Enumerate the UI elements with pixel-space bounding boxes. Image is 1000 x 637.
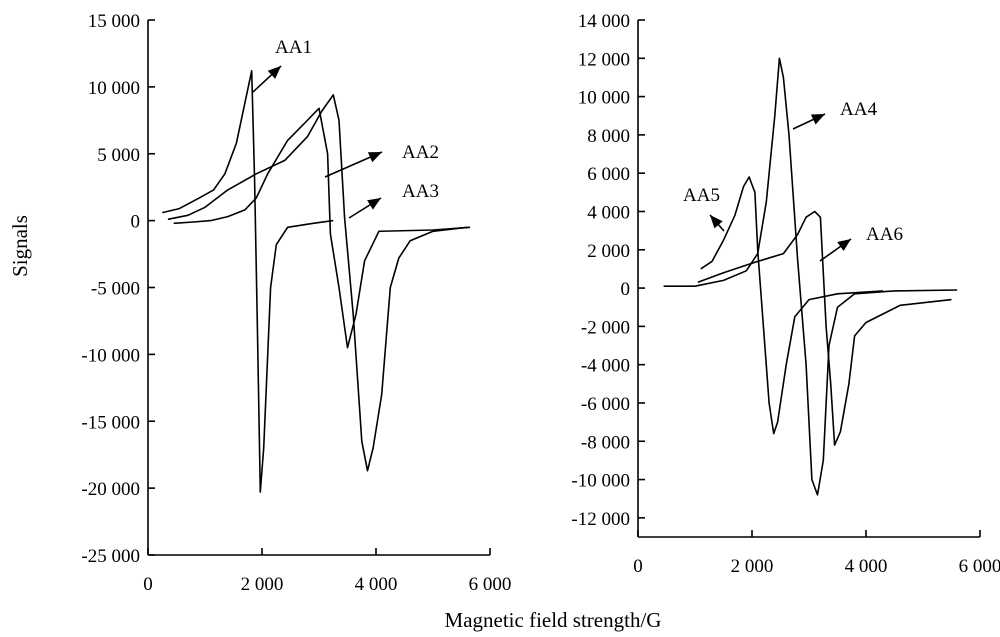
y-tick-label: -2 000 — [581, 317, 630, 338]
series-line-aa5 — [700, 176, 884, 435]
arrow-head — [837, 239, 851, 251]
y-tick-label: -12 000 — [571, 509, 630, 530]
y-tick-label: 4 000 — [587, 202, 630, 223]
series-line-aa4 — [663, 57, 958, 496]
annotation-label-aa1: AA1 — [275, 37, 312, 58]
x-tick-label: 0 — [633, 556, 643, 577]
arrow-head — [267, 66, 281, 79]
y-tick-label: -10 000 — [81, 345, 140, 366]
x-axis-title: Magnetic field strength/G — [445, 608, 662, 632]
annotation-label-aa3: AA3 — [402, 181, 439, 202]
x-tick-label: 6 000 — [469, 574, 512, 595]
left-annotations: AA1 AA2 AA3 — [252, 37, 439, 219]
y-tick-label: 14 000 — [578, 11, 630, 32]
series-line-aa6 — [697, 210, 952, 446]
y-tick-label: 10 000 — [578, 88, 630, 109]
arrow-head — [810, 114, 825, 125]
left-curves — [162, 70, 471, 493]
arrow-head — [367, 198, 381, 210]
y-tick-label: 0 — [131, 212, 141, 233]
y-tick-label: 6 000 — [587, 164, 630, 185]
right-panel: 14 000 12 000 10 000 8 000 6 000 4 000 2 000 0 -… — [571, 11, 1000, 577]
series-line-aa1 — [162, 70, 334, 493]
series-line-aa3 — [173, 107, 471, 349]
annotation-label-aa6: AA6 — [866, 224, 903, 245]
annotation-label-aa4: AA4 — [840, 99, 877, 120]
right-annotations: AA4 AA5 AA6 — [683, 99, 903, 262]
arrow-head — [367, 152, 382, 163]
y-tick-label: -10 000 — [571, 471, 630, 492]
y-tick-label: -15 000 — [81, 412, 140, 433]
x-tick-label: 6 000 — [959, 556, 1000, 577]
y-tick-label: -6 000 — [581, 394, 630, 415]
right-curves — [663, 57, 958, 496]
y-tick-label: 0 — [621, 279, 631, 300]
y-axis-title: Signals — [8, 215, 32, 277]
y-tick-label: 10 000 — [88, 78, 140, 99]
y-tick-label: -5 000 — [91, 279, 140, 300]
y-tick-label: -8 000 — [581, 432, 630, 453]
left-axes: 15 000 10 000 5 000 0 -5 000 -10 000 -15 000 -2… — [81, 11, 511, 595]
y-tick-label: -20 000 — [81, 479, 140, 500]
x-tick-label: 2 000 — [241, 574, 284, 595]
y-tick-label: 12 000 — [578, 49, 630, 70]
x-tick-label: 0 — [143, 574, 153, 595]
y-tick-label: -4 000 — [581, 356, 630, 377]
y-tick-label: 8 000 — [587, 126, 630, 147]
x-tick-label: 2 000 — [731, 556, 774, 577]
right-axes: 14 000 12 000 10 000 8 000 6 000 4 000 2 000 0 -… — [571, 11, 1000, 577]
annotation-label-aa5: AA5 — [683, 185, 720, 206]
y-tick-label: 5 000 — [97, 145, 140, 166]
x-tick-label: 4 000 — [355, 574, 398, 595]
x-tick-label: 4 000 — [845, 556, 888, 577]
y-tick-label: 15 000 — [88, 11, 140, 32]
arrow-head — [710, 215, 723, 229]
left-panel: 15 000 10 000 5 000 0 -5 000 -10 000 -15 000 -2… — [81, 11, 511, 595]
y-tick-label: -25 000 — [81, 546, 140, 567]
annotation-label-aa2: AA2 — [402, 142, 439, 163]
y-tick-label: 2 000 — [587, 241, 630, 262]
